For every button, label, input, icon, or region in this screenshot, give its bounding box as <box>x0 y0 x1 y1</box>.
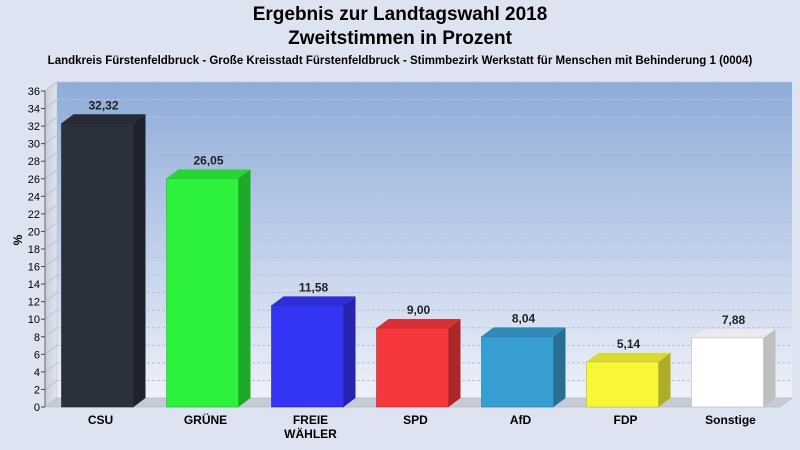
bar-side <box>238 169 251 407</box>
x-tick-label: SPD <box>403 413 428 427</box>
x-tick-label: FREIE <box>293 413 328 427</box>
y-tick-label: 24 <box>28 191 40 203</box>
gridline-wall <box>44 222 58 232</box>
gridline-wall <box>44 397 58 408</box>
bar-value-label: 9,00 <box>407 303 431 317</box>
bar-top <box>586 352 671 362</box>
bar-top <box>481 327 566 337</box>
y-tick-label: 18 <box>28 244 40 256</box>
bar-side <box>763 328 776 407</box>
chart-description: Landkreis Fürstenfeldbruck - Große Kreis… <box>47 55 753 67</box>
bar-value-label: 8,04 <box>512 311 536 325</box>
x-tick-label: CSU <box>88 413 113 427</box>
bar-fdp <box>586 352 671 408</box>
y-tick-label: 2 <box>34 384 40 396</box>
bar-front <box>586 361 659 408</box>
bar-top <box>691 328 776 338</box>
bar-top <box>166 169 251 179</box>
chart-title: Ergebnis zur Landtagswahl 2018 <box>252 4 548 25</box>
bar-front <box>376 327 449 408</box>
bar-front <box>61 123 134 408</box>
bar-freie-w-hler <box>271 296 356 408</box>
bar-gr-ne <box>166 169 251 408</box>
gridline-wall <box>44 292 58 302</box>
y-tick-label: 4 <box>34 367 40 379</box>
bar-side <box>448 319 461 407</box>
gridline-wall <box>44 239 58 250</box>
y-tick-label: 20 <box>28 226 40 238</box>
y-tick-label: 28 <box>28 156 40 168</box>
gridline-wall <box>44 134 58 144</box>
y-tick-label: 30 <box>28 139 40 151</box>
gridline-wall <box>44 362 58 373</box>
gridline-wall <box>44 274 58 285</box>
y-tick-label: 0 <box>34 402 40 414</box>
gridline-wall <box>44 151 58 162</box>
gridline-wall <box>44 204 58 215</box>
gridline-wall <box>44 187 58 197</box>
chart-subtitle: Zweitstimmen in Prozent <box>288 28 512 49</box>
x-tick-label: WÄHLER <box>284 426 337 441</box>
bar-value-label: 26,05 <box>193 153 223 167</box>
gridline-wall <box>44 81 58 92</box>
y-tick-label: 10 <box>28 314 40 326</box>
bar-value-label: 32,32 <box>88 98 118 112</box>
x-tick-label: Sonstige <box>705 413 756 427</box>
bar-sonstige <box>691 328 776 408</box>
gridline-wall <box>44 327 58 338</box>
y-tick-label: 36 <box>28 86 40 98</box>
bar-front <box>271 305 344 408</box>
bar-value-label: 5,14 <box>617 337 641 351</box>
bar-spd <box>376 319 461 408</box>
x-tick-label: FDP <box>614 413 638 427</box>
y-tick-label: 8 <box>34 332 40 344</box>
gridline-wall <box>44 99 58 109</box>
y-tick-label: 22 <box>28 209 40 221</box>
x-tick-label: GRÜNE <box>184 412 227 427</box>
bar-value-label: 7,88 <box>722 313 746 327</box>
gridline-wall <box>44 380 58 390</box>
bar-side <box>133 114 146 408</box>
x-tick-label: AfD <box>510 413 532 427</box>
y-tick-label: 6 <box>34 349 40 361</box>
y-tick-label: 34 <box>28 104 40 116</box>
bar-side <box>658 352 671 407</box>
bar-top <box>61 114 146 124</box>
y-tick-label: 14 <box>28 279 40 291</box>
bar-top <box>376 319 461 328</box>
bar-side <box>553 327 566 407</box>
y-tick-label: 12 <box>28 297 40 309</box>
gridline-wall <box>44 169 58 180</box>
gridline-wall <box>44 309 58 320</box>
bar-front <box>166 178 239 408</box>
gridline-wall <box>44 345 58 355</box>
bar-front <box>691 337 764 408</box>
y-tick-label: 16 <box>28 262 40 274</box>
bar-front <box>481 336 554 408</box>
gridline-wall <box>44 116 58 127</box>
bar-side <box>343 296 356 407</box>
bar-afd <box>481 327 566 408</box>
bar-csu <box>61 114 146 408</box>
y-tick-label: 32 <box>28 121 40 133</box>
bar-top <box>271 296 356 306</box>
y-tick-label: 26 <box>28 174 40 186</box>
y-axis-label: % <box>11 234 25 245</box>
bar-value-label: 11,58 <box>299 280 329 294</box>
gridline-wall <box>44 257 58 267</box>
